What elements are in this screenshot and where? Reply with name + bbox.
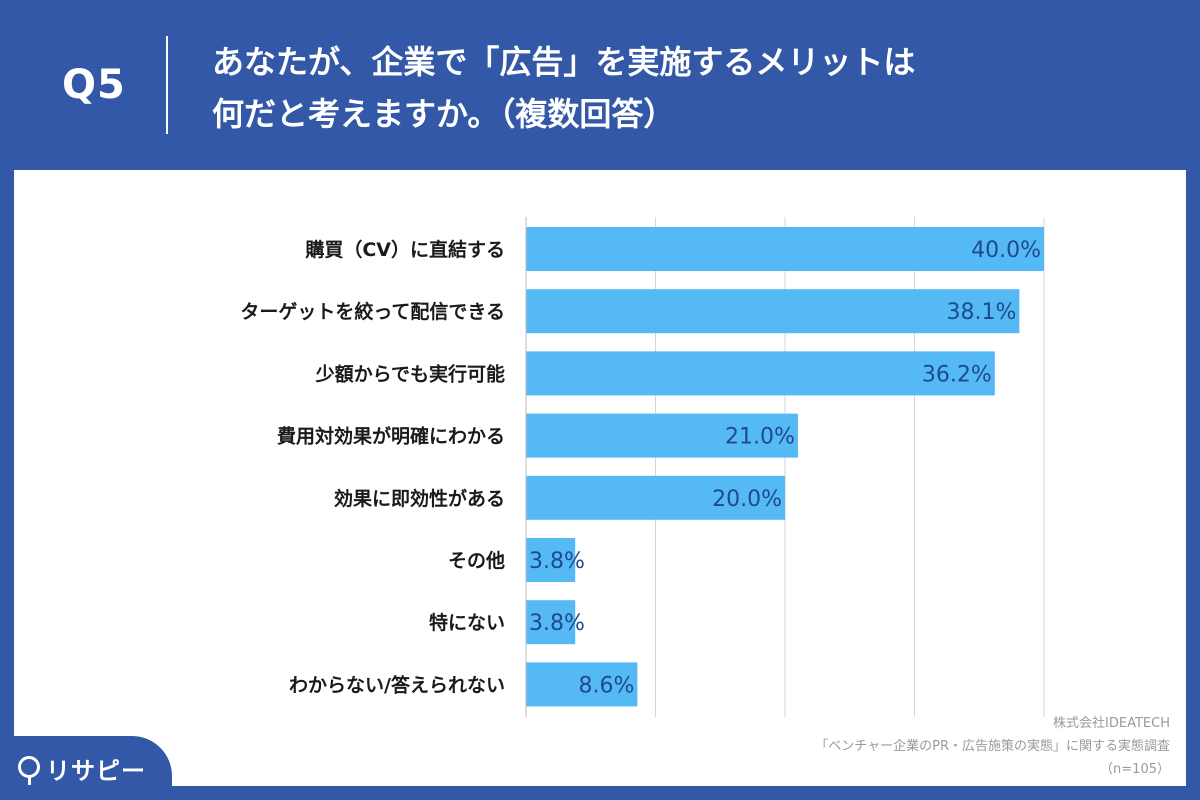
value-label-4: 21.0%: [725, 425, 795, 450]
category-label-2: ターゲットを絞って配信できる: [240, 300, 505, 323]
brand-logo: リサピー: [0, 736, 172, 800]
value-label-6: 3.8%: [529, 549, 585, 574]
credit-survey-name: 「ベンチャー企業のPR・広告施策の実態」に関する実態調査: [815, 739, 1170, 754]
bar-7: [526, 600, 576, 645]
bar-4: [526, 413, 798, 458]
bar-5: [526, 475, 785, 520]
category-label-4: 費用対効果が明確にわかる: [277, 425, 505, 448]
category-label-1: 購買（CV）に直結する: [305, 238, 505, 261]
source-credit: 株式会社IDEATECH 「ベンチャー企業のPR・広告施策の実態」に関する実態調…: [815, 712, 1170, 781]
question-title-line-1: あなたが、企業で「広告」を実施するメリットは: [212, 43, 916, 81]
pin-icon: [18, 756, 40, 785]
value-label-8: 8.6%: [578, 673, 634, 698]
bar-2: [526, 289, 1020, 334]
question-title-line-2: 何だと考えますか。（複数回答）: [212, 95, 676, 133]
category-label-6: その他: [448, 549, 505, 572]
credit-company: 株式会社IDEATECH: [1053, 716, 1170, 731]
question-number: Q5: [62, 62, 126, 108]
value-label-5: 20.0%: [712, 487, 782, 512]
header-divider: [166, 36, 168, 134]
header: Q5 あなたが、企業で「広告」を実施するメリットは 何だと考えますか。（複数回答…: [0, 0, 1200, 170]
credit-sample-size: （n=105）: [1100, 762, 1170, 777]
category-label-5: 効果に即効性がある: [334, 487, 505, 510]
bar-6: [526, 538, 576, 582]
bar-8: [526, 662, 638, 707]
bar-1: [526, 227, 1044, 271]
bar-3: [526, 351, 995, 396]
logo-text: リサピー: [46, 757, 146, 785]
value-label-7: 3.8%: [529, 611, 585, 636]
value-label-2: 38.1%: [947, 300, 1017, 325]
value-label-3: 36.2%: [922, 362, 992, 387]
category-label-7: 特にない: [429, 612, 505, 634]
category-label-8: わからない/答えられない: [289, 673, 505, 696]
value-label-1: 40.0%: [971, 238, 1041, 263]
category-label-3: 少額からでも実行可能: [315, 362, 505, 385]
question-title: あなたが、企業で「広告」を実施するメリットは 何だと考えますか。（複数回答）: [212, 36, 915, 140]
